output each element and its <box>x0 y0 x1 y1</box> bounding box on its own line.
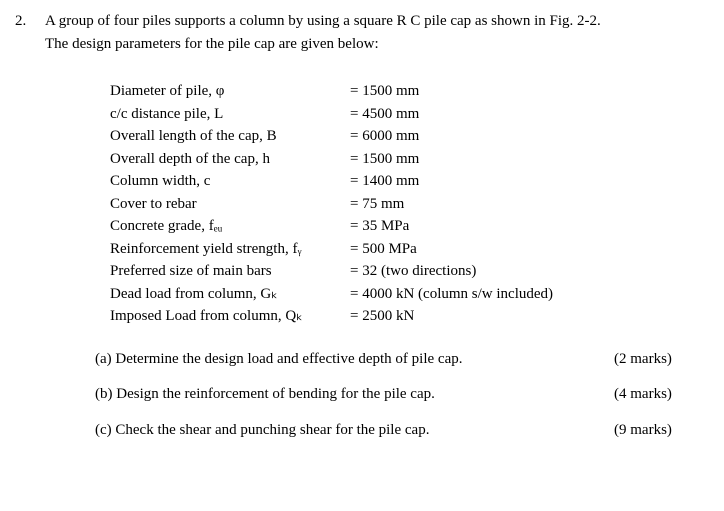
param-label: Cover to rebar <box>110 193 350 216</box>
param-label: Concrete grade, fₑᵤ <box>110 215 350 238</box>
marks: (2 marks) <box>614 348 704 371</box>
param-value: = 1500 mm <box>350 80 704 103</box>
param-label: Preferred size of main bars <box>110 260 350 283</box>
param-label: Overall length of the cap, B <box>110 125 350 148</box>
param-row: c/c distance pile, L = 4500 mm <box>110 103 704 126</box>
sub-questions: (a) Determine the design load and effect… <box>95 348 704 442</box>
param-value: = 1400 mm <box>350 170 704 193</box>
param-row: Overall depth of the cap, h = 1500 mm <box>110 148 704 171</box>
sub-question-text: (b) Design the reinforcement of bending … <box>95 383 614 406</box>
param-row: Column width, c = 1400 mm <box>110 170 704 193</box>
param-row: Overall length of the cap, B = 6000 mm <box>110 125 704 148</box>
sub-question: (a) Determine the design load and effect… <box>95 348 704 371</box>
sub-question-text: (c) Check the shear and punching shear f… <box>95 419 614 442</box>
param-row: Dead load from column, Gₖ = 4000 kN (col… <box>110 283 704 306</box>
sub-question-text: (a) Determine the design load and effect… <box>95 348 614 371</box>
param-row: Reinforcement yield strength, fᵧ = 500 M… <box>110 238 704 261</box>
param-value: = 2500 kN <box>350 305 704 328</box>
param-value: = 75 mm <box>350 193 704 216</box>
param-label: Imposed Load from column, Qₖ <box>110 305 350 328</box>
param-row: Concrete grade, fₑᵤ = 35 MPa <box>110 215 704 238</box>
param-label: Diameter of pile, φ <box>110 80 350 103</box>
param-value: = 6000 mm <box>350 125 704 148</box>
param-row: Preferred size of main bars = 32 (two di… <box>110 260 704 283</box>
param-value: = 4000 kN (column s/w included) <box>350 283 704 306</box>
question-number: 2. <box>15 10 45 55</box>
param-value: = 500 MPa <box>350 238 704 261</box>
param-label: Reinforcement yield strength, fᵧ <box>110 238 350 261</box>
param-value: = 32 (two directions) <box>350 260 704 283</box>
sub-question: (c) Check the shear and punching shear f… <box>95 419 704 442</box>
marks: (9 marks) <box>614 419 704 442</box>
param-row: Cover to rebar = 75 mm <box>110 193 704 216</box>
marks: (4 marks) <box>614 383 704 406</box>
param-value: = 35 MPa <box>350 215 704 238</box>
param-label: Overall depth of the cap, h <box>110 148 350 171</box>
parameters-list: Diameter of pile, φ = 1500 mm c/c distan… <box>110 80 704 328</box>
param-label: Dead load from column, Gₖ <box>110 283 350 306</box>
param-row: Diameter of pile, φ = 1500 mm <box>110 80 704 103</box>
question-header: 2. A group of four piles supports a colu… <box>15 10 704 55</box>
param-label: c/c distance pile, L <box>110 103 350 126</box>
question-text: A group of four piles supports a column … <box>45 10 704 55</box>
param-row: Imposed Load from column, Qₖ = 2500 kN <box>110 305 704 328</box>
question-text-line2: The design parameters for the pile cap a… <box>45 36 379 52</box>
question-text-line1: A group of four piles supports a column … <box>45 13 601 29</box>
sub-question: (b) Design the reinforcement of bending … <box>95 383 704 406</box>
param-label: Column width, c <box>110 170 350 193</box>
param-value: = 1500 mm <box>350 148 704 171</box>
param-value: = 4500 mm <box>350 103 704 126</box>
